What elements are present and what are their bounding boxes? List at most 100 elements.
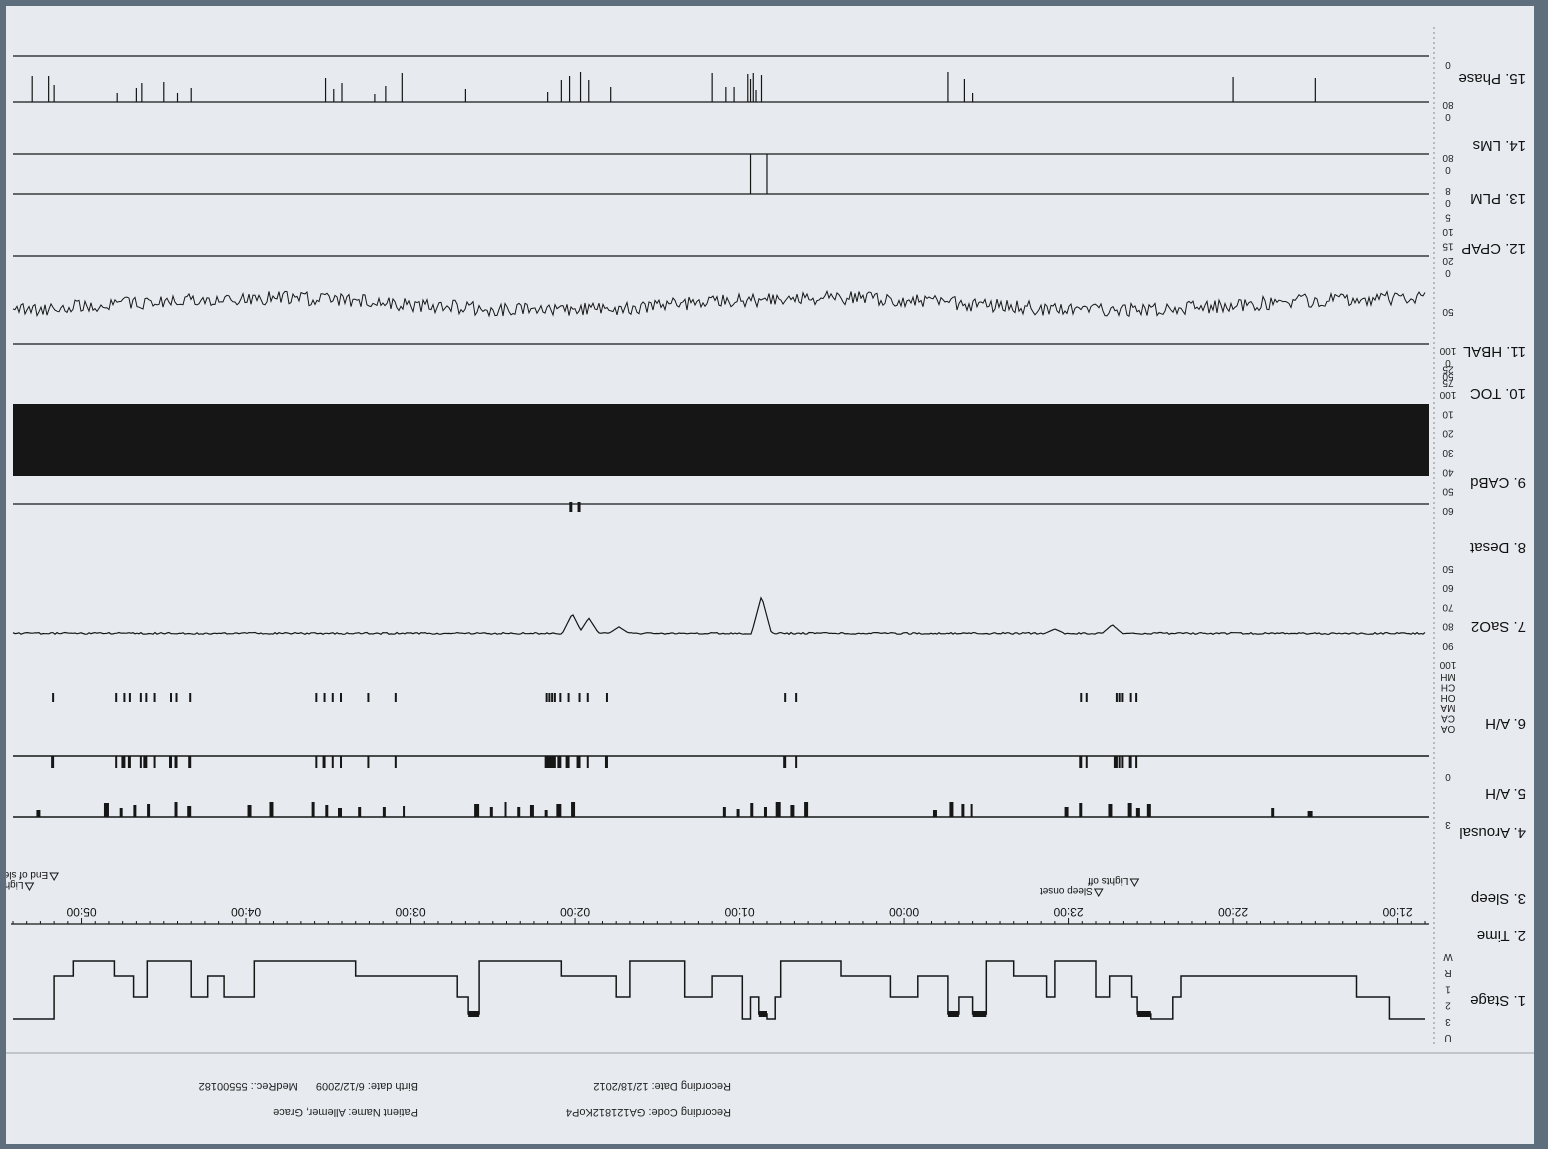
cabd-channel	[13, 404, 1429, 505]
scale-tick-label: 75	[1442, 377, 1454, 388]
scale-tick-label: 100	[1439, 345, 1456, 356]
ah-type-mark	[331, 693, 334, 702]
channel-label: 8. Desat	[1469, 539, 1526, 556]
hbal-channel	[12, 255, 1429, 318]
scale-tick-label: 70	[1442, 601, 1454, 612]
hypnogram-line	[13, 960, 1425, 1020]
channel-label: 7. SaO2	[1471, 618, 1526, 635]
event-marker-icon	[1093, 888, 1104, 898]
scale-tick-label: 3	[1445, 819, 1451, 830]
ah-event-mark	[127, 756, 131, 768]
event-marker-icon	[49, 872, 59, 882]
ah-event-mark	[174, 756, 178, 768]
ah-event-mark	[1085, 756, 1088, 768]
channel-label: 12. CPAP	[1461, 240, 1526, 257]
ah-event-mark	[322, 756, 326, 768]
arousal-mark	[722, 807, 726, 817]
ah-type-mark	[1118, 693, 1121, 702]
channel-label: 15. Phase	[1458, 70, 1526, 87]
ah-event-mark	[153, 756, 156, 768]
scale-tick-label: 3	[1445, 1016, 1451, 1027]
event-label: Sleep onset	[1040, 885, 1093, 896]
scale-tick-label: 80	[1442, 99, 1454, 110]
ah-event-mark	[1113, 756, 1118, 768]
arousal-mark	[1135, 808, 1140, 817]
arousal-mark	[489, 807, 493, 817]
scale-tick-label: W	[1443, 951, 1453, 962]
ah-type-mark	[52, 693, 55, 702]
arousal-mark	[311, 802, 315, 817]
ah-event-mark	[1135, 756, 1138, 768]
hbal-line	[12, 289, 1426, 318]
ah-type-mark	[123, 693, 126, 702]
arousal-mark	[133, 805, 137, 817]
event-label: Lights off	[1088, 875, 1129, 886]
ah-type-mark	[170, 693, 173, 702]
desat-mark	[569, 502, 573, 512]
ah-type-mark	[586, 693, 589, 702]
arousal-mark	[504, 802, 507, 817]
ah-type-mark	[340, 693, 343, 702]
scale-tick-label: 5	[1445, 212, 1451, 223]
arousal-mark	[763, 807, 767, 817]
time-tick-label: 05:00	[66, 905, 96, 919]
ah-event-mark	[783, 756, 787, 768]
arousal-mark	[949, 802, 954, 817]
scale-tick-label: 10	[1442, 408, 1454, 419]
sao2-channel	[12, 596, 1426, 636]
scale-tick-label: 10	[1442, 226, 1454, 237]
ah-type-mark	[323, 693, 326, 702]
time-tick-label: 00:00	[889, 905, 919, 919]
ah-event-mark	[1118, 756, 1121, 768]
ah-event-mark	[576, 756, 581, 768]
ah-type-mark	[553, 693, 556, 702]
arousal-mark	[804, 802, 809, 817]
plm-channel	[13, 153, 1429, 194]
ah-type-mark	[189, 693, 192, 702]
ah-type-mark	[1121, 693, 1124, 702]
ah-type-mark	[605, 693, 608, 702]
ah-event-mark	[115, 756, 118, 768]
time-tick-label: 01:00	[724, 905, 754, 919]
arousal-mark	[147, 804, 151, 817]
ah-type-mark	[394, 693, 397, 702]
arousal-mark	[1127, 803, 1132, 817]
scale-tick-label: 90	[1442, 640, 1454, 651]
scale-tick-label: 0	[1445, 267, 1451, 278]
arousal-mark	[119, 808, 123, 817]
scale-tick-label: 30	[1442, 447, 1454, 458]
arousal-mark	[338, 808, 343, 817]
channel-label: 13. PLM	[1470, 190, 1526, 207]
scale-tick-label: 100	[1439, 389, 1456, 400]
lms-channel	[13, 72, 1429, 103]
ah-type-mark	[548, 693, 551, 702]
ah-event-mark	[394, 756, 397, 768]
arousal-mark	[750, 803, 754, 817]
time-tick-label: 04:00	[231, 905, 261, 919]
scale-tick-label: CA	[1441, 713, 1455, 724]
rem-segment	[947, 1011, 959, 1017]
arousal-mark	[544, 810, 548, 817]
event-label: Lights on	[6, 879, 23, 890]
ah-type-mark	[367, 693, 370, 702]
arousal-mark	[403, 806, 406, 817]
arousal-mark	[103, 803, 109, 817]
arousal-mark	[970, 804, 973, 817]
ah-event-mark	[1121, 756, 1124, 768]
ah-event-mark	[143, 756, 148, 768]
event-marker-icon	[1129, 878, 1140, 888]
scale-tick-label: 80	[1442, 621, 1454, 632]
ah-event-mark	[544, 756, 548, 768]
scale-tick-label: 25	[1442, 364, 1454, 375]
ah-event-mark	[586, 756, 589, 768]
scale-tick-label: OH	[1441, 692, 1456, 703]
ah-channel	[13, 755, 1429, 768]
time-tick-label: 23:00	[1053, 905, 1083, 919]
ah-event-mark	[546, 756, 551, 768]
arousal-mark	[1146, 804, 1151, 817]
arousal-mark	[187, 806, 192, 817]
arousal-channel	[13, 802, 1429, 818]
arousal-mark	[247, 805, 252, 817]
arousal-mark	[174, 802, 178, 817]
channel-label: 3. Sleep	[1471, 890, 1526, 907]
